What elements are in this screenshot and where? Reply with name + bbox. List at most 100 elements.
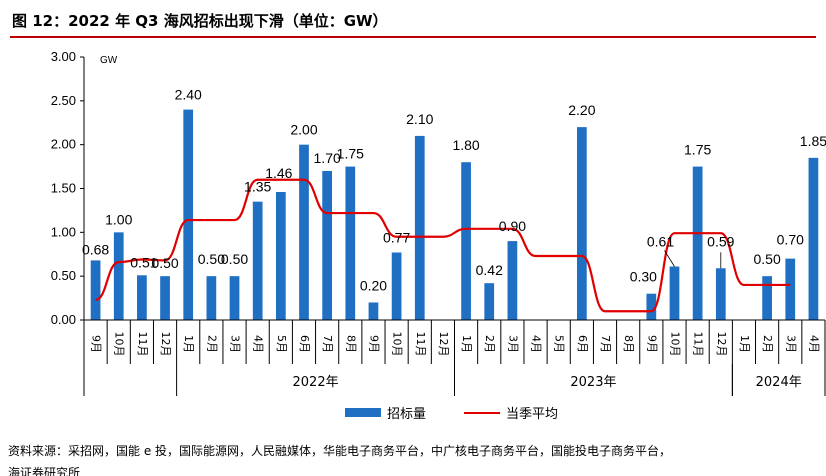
x-tick-label: 3月 (506, 335, 519, 353)
x-tick-label: 9月 (90, 335, 103, 353)
bar (322, 170, 333, 320)
x-tick-label: 10月 (668, 332, 681, 357)
x-tick-label: 1月 (738, 335, 751, 353)
x-tick-label: 1月 (182, 335, 195, 353)
data-label: 0.50 (753, 251, 780, 267)
x-tick-label: 3月 (784, 335, 797, 353)
bar (461, 162, 471, 320)
y-tick-label: 1.00 (51, 224, 76, 239)
bar (692, 166, 703, 320)
data-label: 2.10 (406, 111, 433, 127)
source-note: 资料来源：采招网，国能 e 投，国际能源网，人民融媒体，华能电子商务平台，中广核… (8, 440, 820, 476)
x-tick-label: 12月 (715, 332, 728, 357)
y-tick-label: 2.50 (51, 93, 76, 108)
x-tick-label: 8月 (344, 335, 357, 353)
bar (414, 135, 425, 320)
data-label: 0.30 (630, 269, 657, 285)
year-group-label: 2024年 (756, 375, 802, 390)
x-tick-label: 10月 (113, 332, 126, 357)
y-tick-label: 1.50 (51, 181, 76, 196)
y-tick-label: 0.50 (51, 268, 76, 283)
data-label: 0.68 (82, 241, 109, 257)
bar (507, 241, 518, 320)
legend-bar-swatch (345, 408, 381, 417)
data-label: 2.40 (175, 87, 202, 103)
x-tick-label: 9月 (367, 335, 380, 353)
x-tick-label: 2月 (483, 335, 496, 353)
bar (183, 109, 194, 320)
data-label: 1.75 (337, 146, 364, 162)
x-tick-label: 11月 (136, 332, 149, 357)
data-label: 1.80 (452, 137, 479, 153)
average-line (95, 178, 791, 313)
chart-legend: 招标量 当季平均 (345, 403, 558, 422)
legend-bar-label: 招标量 (387, 407, 427, 422)
x-tick-label: 7月 (599, 335, 612, 353)
bar (715, 268, 726, 320)
data-label: 0.51 (130, 254, 157, 270)
data-label: 1.70 (314, 150, 341, 166)
bar (808, 157, 819, 320)
x-tick-label: 6月 (576, 335, 589, 353)
bar-line-chart: 0.681.000.510.502.400.500.501.351.462.00… (51, 49, 826, 396)
x-tick-label: 11月 (414, 332, 427, 357)
bar (785, 258, 796, 320)
bar (206, 276, 217, 320)
data-label: 0.20 (360, 277, 387, 293)
data-label: 0.50 (198, 251, 225, 267)
bar (345, 166, 356, 320)
x-tick-label: 9月 (645, 335, 658, 353)
bar (762, 276, 772, 320)
bar (646, 293, 657, 320)
y-tick-label: 0.00 (51, 312, 76, 327)
legend-line-swatch (464, 411, 501, 414)
x-tick-label: 12月 (159, 332, 172, 357)
data-label: 0.50 (151, 255, 178, 271)
label-leader-line (664, 250, 675, 267)
data-label: 0.42 (476, 262, 503, 278)
bar (90, 260, 101, 320)
bar (229, 276, 240, 320)
bar (275, 192, 286, 320)
data-label: 1.46 (265, 165, 292, 181)
figure-title: 图 12：2022 年 Q3 海风招标出现下滑（单位：GW） (12, 12, 388, 30)
data-label: 2.00 (290, 122, 317, 138)
data-label: 1.75 (684, 142, 711, 158)
data-label: 0.50 (221, 251, 248, 267)
data-label: 0.90 (499, 218, 526, 234)
year-group-label: 2023年 (570, 375, 616, 390)
source-line-1: 资料来源：采招网，国能 e 投，国际能源网，人民融媒体，华能电子商务平台，中广核… (8, 444, 672, 458)
bar (484, 283, 495, 320)
bar (576, 127, 587, 320)
x-tick-label: 10月 (391, 332, 404, 357)
x-tick-label: 6月 (298, 335, 311, 353)
x-tick-label: 5月 (275, 335, 288, 353)
data-label: 1.00 (105, 211, 132, 227)
x-tick-label: 3月 (229, 335, 242, 353)
bar (160, 276, 170, 320)
year-group-label: 2022年 (293, 375, 339, 390)
x-tick-label: 12月 (437, 332, 450, 357)
data-label: 1.35 (244, 179, 271, 195)
x-tick-label: 4月 (807, 335, 820, 353)
title-rule (10, 36, 816, 38)
x-tick-label: 8月 (622, 335, 635, 353)
x-tick-label: 2月 (205, 335, 218, 353)
bar (391, 252, 402, 320)
y-tick-label: 3.00 (51, 49, 76, 64)
bar (299, 144, 309, 320)
x-tick-label: 4月 (530, 335, 543, 353)
x-tick-label: 2月 (761, 335, 774, 353)
x-tick-label: 7月 (321, 335, 334, 353)
x-tick-label: 4月 (252, 335, 265, 353)
data-label: 2.20 (568, 102, 595, 118)
data-label: 0.61 (647, 234, 674, 250)
source-line-2: 海证券研究所 (8, 466, 81, 476)
bar (669, 266, 680, 320)
data-label: 0.70 (777, 232, 804, 248)
legend-line-label: 当季平均 (506, 407, 559, 422)
bar (368, 302, 379, 320)
bar (113, 232, 124, 320)
x-tick-label: 5月 (553, 335, 566, 353)
data-label: 1.85 (800, 133, 826, 149)
